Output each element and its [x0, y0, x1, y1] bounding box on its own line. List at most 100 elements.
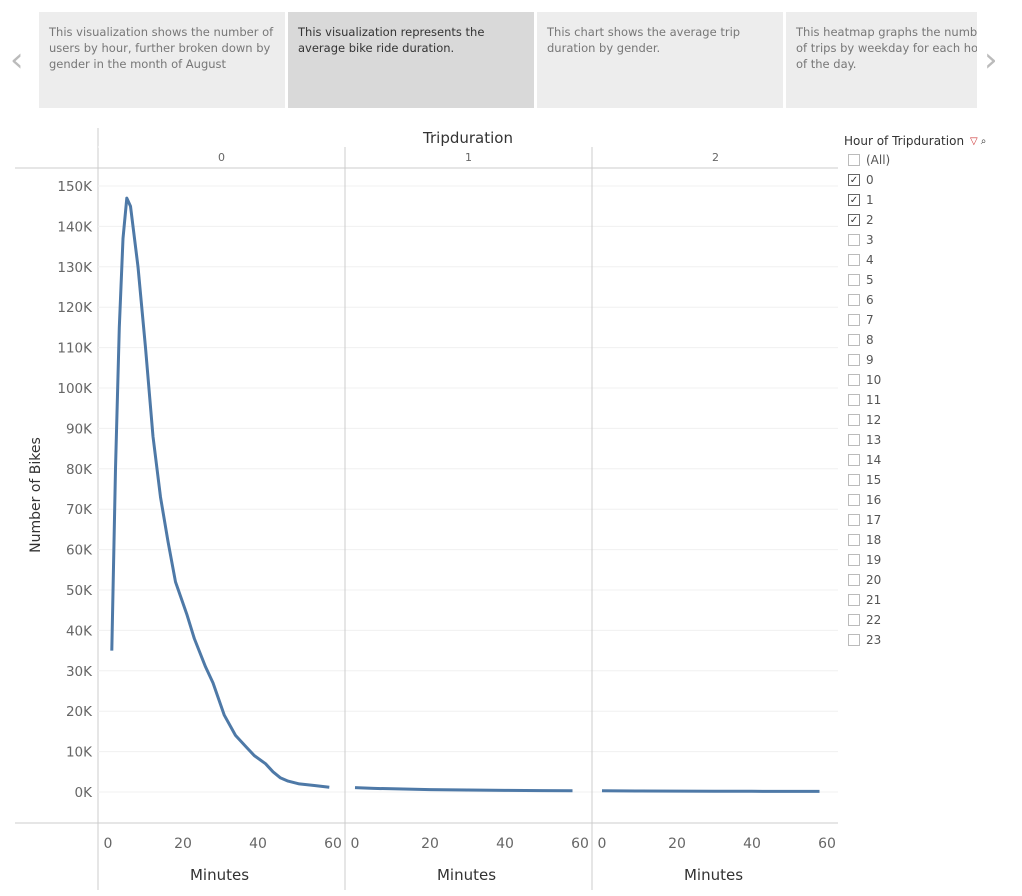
x-tick-label: 40: [249, 836, 267, 852]
filter-item-label: 17: [866, 513, 882, 527]
search-icon[interactable]: ⌕: [980, 135, 987, 147]
filter-item[interactable]: 7: [844, 310, 1022, 330]
checkbox[interactable]: [848, 474, 860, 486]
y-axis-label: Number of Bikes: [28, 437, 44, 553]
filter-item[interactable]: 14: [844, 450, 1022, 470]
filter-item[interactable]: 15: [844, 470, 1022, 490]
checkbox[interactable]: [848, 414, 860, 426]
filter-item-label: 16: [866, 493, 882, 507]
checkbox[interactable]: ✓: [848, 194, 860, 206]
x-tick-label: 60: [324, 836, 342, 852]
y-tick-label: 40K: [66, 623, 93, 639]
panel-header: 0: [218, 151, 225, 164]
filter-item[interactable]: 12: [844, 410, 1022, 430]
filter-item[interactable]: 22: [844, 610, 1022, 630]
y-tick-label: 30K: [66, 664, 93, 680]
x-tick-label: 60: [571, 836, 589, 852]
checkbox[interactable]: [848, 534, 860, 546]
story-point-0[interactable]: This visualization shows the number of u…: [39, 12, 285, 108]
panel-header: 2: [712, 151, 719, 164]
filter-item[interactable]: (All): [844, 150, 1022, 170]
filter-item-label: 5: [866, 273, 874, 287]
filter-item-label: 6: [866, 293, 874, 307]
checkbox[interactable]: [848, 314, 860, 326]
series-line-panel-1[interactable]: [354, 786, 573, 793]
checkbox[interactable]: ✓: [848, 214, 860, 226]
series-line-panel-2[interactable]: [601, 789, 820, 793]
story-point-text: This visualization shows the number of u…: [49, 25, 274, 71]
y-tick-label: 0K: [75, 785, 94, 801]
y-tick-label: 80K: [66, 462, 93, 478]
filter-item[interactable]: 11: [844, 390, 1022, 410]
checkbox[interactable]: [848, 274, 860, 286]
checkbox[interactable]: [848, 634, 860, 646]
filter-item-label: 14: [866, 453, 882, 467]
filter-item-label: 22: [866, 613, 882, 627]
filter-item[interactable]: ✓ 1: [844, 190, 1022, 210]
filter-item[interactable]: 5: [844, 270, 1022, 290]
chevron-right-icon: ›: [984, 40, 998, 80]
filter-item-label: 3: [866, 233, 874, 247]
checkbox[interactable]: [848, 394, 860, 406]
checkbox[interactable]: [848, 254, 860, 266]
filter-item-label: 15: [866, 473, 882, 487]
filter-item-label: 8: [866, 333, 874, 347]
filter-item[interactable]: 6: [844, 290, 1022, 310]
filter-clear-icon[interactable]: ▽: [970, 135, 978, 147]
y-tick-label: 10K: [66, 745, 93, 761]
filter-item[interactable]: 23: [844, 630, 1022, 650]
filter-item[interactable]: ✓ 2: [844, 210, 1022, 230]
checkbox[interactable]: ✓: [848, 174, 860, 186]
filter-item[interactable]: 19: [844, 550, 1022, 570]
y-tick-label: 110K: [57, 341, 93, 357]
x-tick-label: 0: [598, 836, 607, 852]
filter-item[interactable]: 18: [844, 530, 1022, 550]
series-line-panel-0[interactable]: [110, 196, 330, 789]
filter-item[interactable]: 4: [844, 250, 1022, 270]
line-chart: Tripduration 0K 10K 20K 30K 40K 50K 60K 70K 80K 90…: [15, 128, 838, 890]
checkbox[interactable]: [848, 494, 860, 506]
checkbox[interactable]: [848, 594, 860, 606]
story-point-1[interactable]: This visualization represents the averag…: [288, 12, 534, 108]
story-point-3[interactable]: This heatmap graphs the number of trips …: [786, 12, 977, 108]
filter-title: Hour of Tripduration: [844, 134, 965, 148]
x-tick-label: 20: [421, 836, 439, 852]
filter-item[interactable]: 20: [844, 570, 1022, 590]
filter-item-label: 13: [866, 433, 882, 447]
filter-item[interactable]: 17: [844, 510, 1022, 530]
story-point-2[interactable]: This chart shows the average trip durati…: [537, 12, 783, 108]
story-prev-button[interactable]: ‹: [10, 40, 24, 80]
story-next-button[interactable]: ›: [984, 40, 998, 80]
checkbox[interactable]: [848, 454, 860, 466]
checkbox[interactable]: [848, 294, 860, 306]
filter-item-label: 2: [866, 213, 874, 227]
checkbox[interactable]: [848, 614, 860, 626]
filter-item-label: 4: [866, 253, 874, 267]
filter-item[interactable]: 13: [844, 430, 1022, 450]
x-tick-label: 40: [743, 836, 761, 852]
checkbox[interactable]: [848, 434, 860, 446]
checkbox[interactable]: [848, 514, 860, 526]
checkbox[interactable]: [848, 354, 860, 366]
y-tick-label: 150K: [57, 179, 93, 195]
checkbox[interactable]: [848, 374, 860, 386]
filter-item-label: 21: [866, 593, 882, 607]
checkbox[interactable]: [848, 554, 860, 566]
filter-item[interactable]: 8: [844, 330, 1022, 350]
filter-item-label: 19: [866, 553, 882, 567]
checkbox[interactable]: [848, 234, 860, 246]
filter-item[interactable]: ✓ 0: [844, 170, 1022, 190]
filter-item[interactable]: 21: [844, 590, 1022, 610]
filter-item[interactable]: 10: [844, 370, 1022, 390]
filter-item[interactable]: 16: [844, 490, 1022, 510]
filter-item[interactable]: 3: [844, 230, 1022, 250]
filter-item-label: 18: [866, 533, 882, 547]
checkbox[interactable]: [848, 334, 860, 346]
y-tick-label: 140K: [57, 219, 93, 235]
hour-filter: Hour of Tripduration ▽ ⌕ (All) ✓ 0 ✓ 1 ✓ 2 3 4 5 6…: [844, 132, 1022, 650]
checkbox[interactable]: [848, 154, 860, 166]
story-point-text: This heatmap graphs the number of trips …: [796, 25, 977, 71]
filter-item[interactable]: 9: [844, 350, 1022, 370]
checkbox[interactable]: [848, 574, 860, 586]
chevron-left-icon: ‹: [10, 40, 24, 80]
